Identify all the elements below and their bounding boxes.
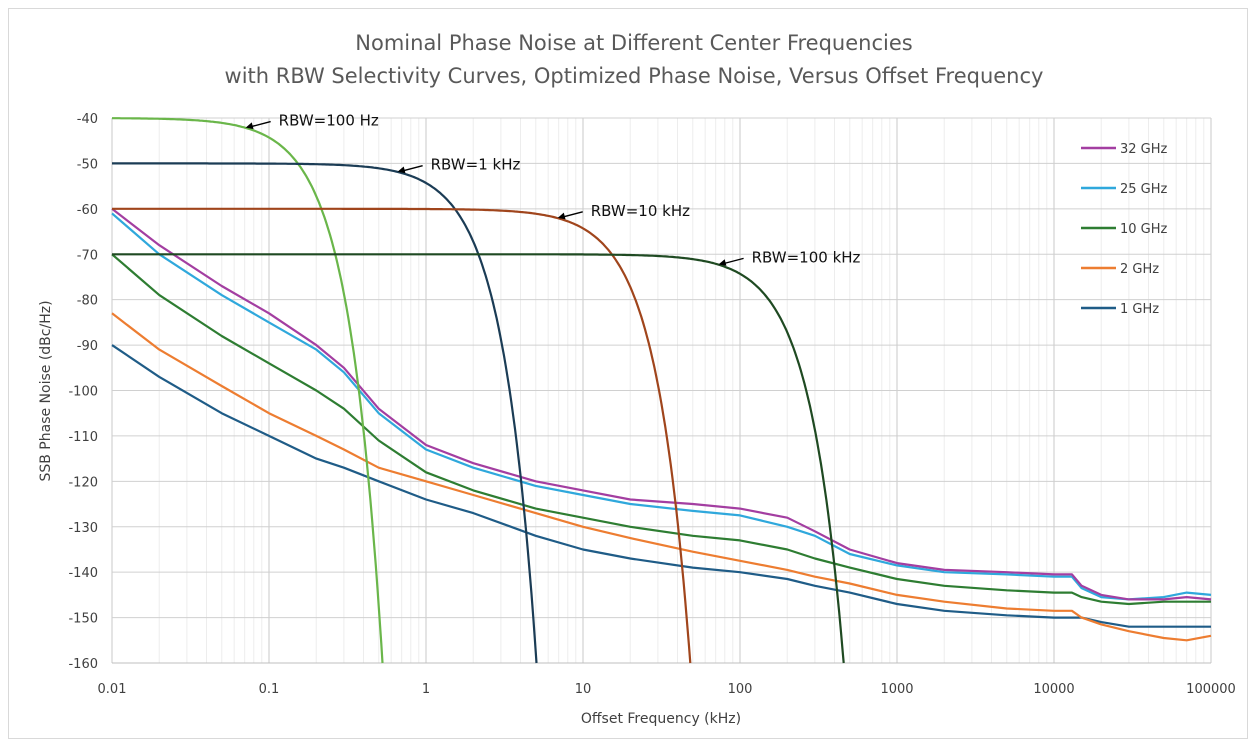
x-tick-label: 1000: [880, 682, 913, 697]
x-tick-label: 1: [422, 682, 430, 697]
series-line: [111, 212, 1212, 601]
y-tick-label: -160: [68, 657, 98, 672]
x-tick-label: 100: [728, 682, 753, 697]
rbw-curve: [112, 253, 845, 664]
y-axis-title: SSB Phase Noise (dBc/Hz): [38, 300, 54, 481]
y-tick-label: -120: [68, 475, 98, 490]
y-tick-label: -100: [68, 385, 98, 400]
annotation-arrow-head: [397, 166, 406, 174]
legend-label: 1 GHz: [1120, 302, 1159, 317]
annotation-arrow-head: [557, 212, 566, 220]
x-axis-title: Offset Frequency (kHz): [581, 711, 741, 727]
legend-label: 32 GHz: [1120, 142, 1168, 157]
chart-title-line-2: with RBW Selectivity Curves, Optimized P…: [225, 64, 1044, 88]
y-tick-label: -80: [77, 294, 98, 309]
rbw-curve: [112, 162, 538, 664]
rbw-annotation-label: RBW=100 kHz: [752, 248, 861, 266]
x-tick-labels: 0.01 0.1 1 10 100 1000 10000 100000: [98, 682, 1236, 697]
legend-label: 10 GHz: [1120, 222, 1168, 237]
annotation-arrow-head: [245, 122, 254, 130]
y-tick-label: -130: [68, 521, 98, 536]
y-tick-label: -70: [77, 248, 98, 263]
y-tick-labels: -40 -50 -60 -70 -80 -90 -100 -110 -120 -130 -140 -1…: [68, 112, 98, 672]
chart-title-line-1: Nominal Phase Noise at Different Center …: [355, 31, 912, 55]
legend: 32 GHz 25 GHz 10 GHz 2 GHz 1 GHz: [1081, 142, 1168, 317]
legend-label: 25 GHz: [1120, 182, 1168, 197]
x-tick-label: 10000: [1033, 682, 1074, 697]
x-tick-label: 10: [575, 682, 592, 697]
x-tick-label: 0.1: [259, 682, 280, 697]
y-tick-label: -140: [68, 566, 98, 581]
legend-label: 2 GHz: [1120, 262, 1159, 277]
y-tick-label: -150: [68, 612, 98, 627]
y-tick-label: -90: [77, 339, 98, 354]
series-line: [111, 207, 1212, 601]
series-lines: [111, 207, 1212, 642]
series-line: [111, 312, 1212, 642]
rbw-annotations: RBW=100 Hz RBW=1 kHz RBW=10 kHz RBW=100 kHz: [245, 112, 861, 266]
x-tick-label: 100000: [1186, 682, 1236, 697]
rbw-curves: [112, 117, 845, 664]
y-tick-label: -110: [68, 430, 98, 445]
rbw-annotation-label: RBW=100 Hz: [279, 112, 379, 130]
rbw-curve: [112, 207, 692, 664]
x-tick-label: 0.01: [98, 682, 127, 697]
rbw-curve: [112, 117, 384, 664]
annotation-arrow-head: [718, 259, 727, 266]
y-tick-label: -60: [77, 203, 98, 218]
series-line: [111, 253, 1211, 606]
rbw-annotation-label: RBW=1 kHz: [431, 156, 521, 174]
y-tick-label: -40: [77, 112, 98, 127]
rbw-annotation-label: RBW=10 kHz: [591, 202, 690, 220]
y-tick-label: -50: [77, 157, 98, 172]
